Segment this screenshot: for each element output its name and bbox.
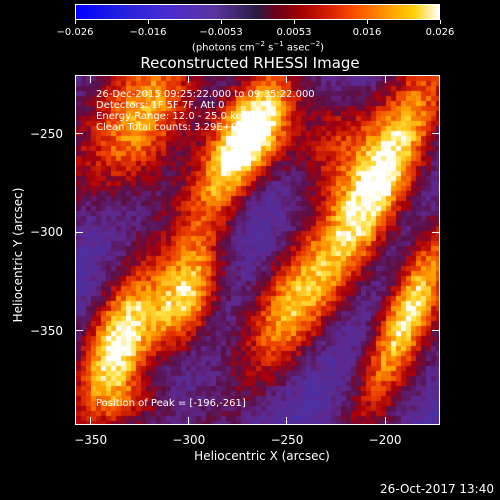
plot-area: 26-Dec-2015 09:25:22.000 to 09:35:22.000… [75, 75, 440, 425]
colorbar-tick [439, 20, 441, 24]
y-axis-label: Heliocentric Y (arcsec) [11, 187, 25, 323]
colorbar-tick [366, 20, 368, 24]
x-tick [384, 417, 386, 425]
y-tick [75, 133, 83, 135]
colorbar-tick [293, 20, 295, 24]
y-tick [75, 330, 83, 332]
x-tick [188, 75, 190, 83]
x-tick-label: −250 [270, 433, 304, 447]
colorbar-tick [147, 20, 149, 24]
y-tick [432, 330, 440, 332]
y-tick [432, 231, 440, 233]
colorbar-tick-label: −0.0053 [199, 27, 243, 38]
annotation-time-range: 26-Dec-2015 09:25:22.000 to 09:35:22.000 [96, 89, 315, 100]
x-tick [286, 75, 288, 83]
colorbar-tick-label: −0.026 [56, 27, 94, 38]
y-tick-label: −300 [30, 225, 63, 240]
x-tick [286, 417, 288, 425]
colorbar-tick [74, 20, 76, 24]
colorbar-units: (photons cm−2 s−1 asec−2) [191, 40, 325, 54]
render-timestamp: 26-Oct-2017 13:40 [380, 482, 494, 496]
y-tick-label: −350 [30, 323, 63, 338]
x-tick [188, 417, 190, 425]
x-tick-label: −300 [172, 433, 206, 447]
heatmap-image [76, 76, 439, 424]
colorbar [75, 4, 440, 20]
plot-title: Reconstructed RHESSI Image [140, 54, 360, 72]
x-tick [90, 417, 92, 425]
annotation-detectors: Detectors: 1F 5F 7F, Att 0 [96, 100, 225, 111]
annotation-peak-position: Position of Peak = [-196,-261] [96, 398, 246, 409]
annotation-energy-range: Energy Range: 12.0 - 25.0 keV [96, 111, 249, 122]
y-tick-label: −250 [30, 126, 63, 141]
colorbar-tick-label: 0.026 [425, 27, 455, 38]
annotation-clean-counts: Clean Total counts: 3.29E+04 [96, 122, 244, 133]
x-tick [90, 75, 92, 83]
colorbar-tick-label: 0.0053 [276, 27, 312, 38]
colorbar-tick [220, 20, 222, 24]
y-tick [75, 231, 83, 233]
x-tick-label: −200 [368, 433, 402, 447]
x-axis-label: Heliocentric X (arcsec) [194, 449, 330, 463]
colorbar-tick-label: −0.016 [129, 27, 167, 38]
x-tick [384, 75, 386, 83]
y-tick [432, 133, 440, 135]
colorbar-tick-label: 0.016 [352, 27, 382, 38]
x-tick-label: −350 [74, 433, 108, 447]
